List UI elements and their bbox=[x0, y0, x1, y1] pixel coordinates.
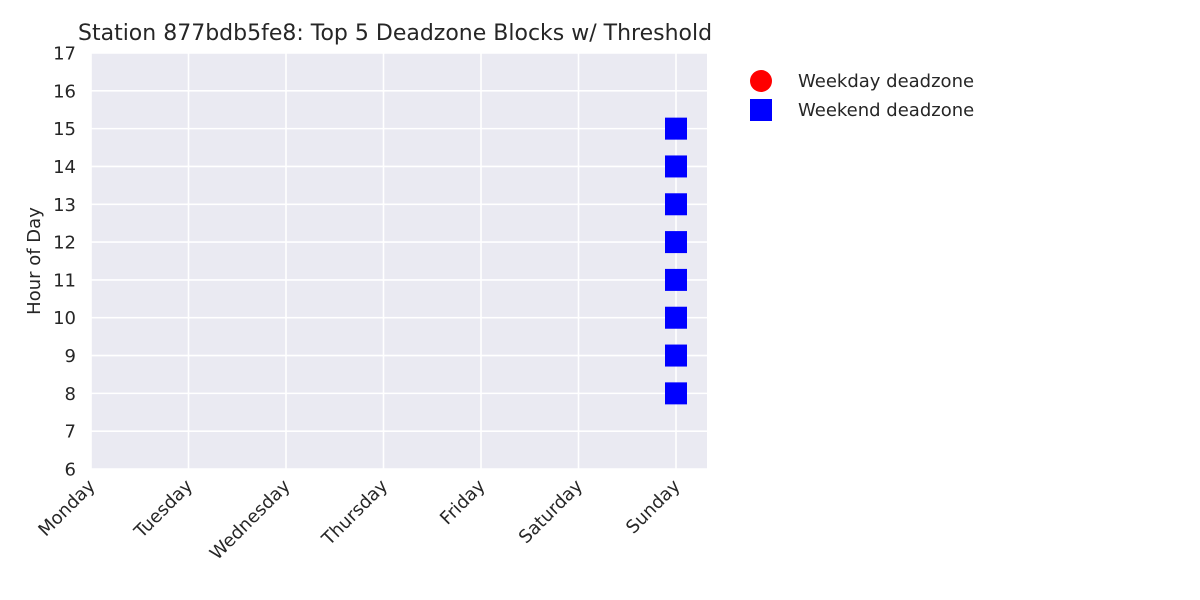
legend-label: Weekend deadzone bbox=[798, 100, 974, 121]
y-axis-ticks: 6 7 8 9 10 11 12 13 14 15 16 17 bbox=[53, 44, 76, 481]
data-point bbox=[665, 231, 687, 254]
legend-marker bbox=[750, 70, 772, 92]
y-tick-label: 15 bbox=[53, 119, 76, 140]
data-marks bbox=[665, 117, 687, 405]
data-point bbox=[665, 268, 687, 291]
y-tick-label: 12 bbox=[53, 233, 76, 254]
y-tick-label: 16 bbox=[53, 81, 76, 102]
y-tick-label: 9 bbox=[65, 346, 76, 367]
legend-marker bbox=[750, 99, 772, 121]
x-tick-label: Wednesday bbox=[206, 475, 295, 564]
data-point bbox=[665, 306, 687, 329]
y-tick-label: 17 bbox=[53, 44, 76, 65]
data-point bbox=[665, 382, 687, 405]
data-point bbox=[665, 193, 687, 216]
plot-area bbox=[91, 53, 707, 469]
legend: Weekday deadzone Weekend deadzone bbox=[750, 70, 974, 121]
data-point bbox=[665, 344, 687, 367]
y-tick-label: 14 bbox=[53, 157, 76, 178]
grid bbox=[90, 52, 707, 470]
x-tick-label: Friday bbox=[436, 475, 490, 529]
x-tick-label: Sunday bbox=[622, 475, 685, 538]
y-tick-label: 10 bbox=[53, 308, 76, 329]
y-tick-label: 6 bbox=[65, 460, 76, 481]
y-tick-label: 7 bbox=[65, 422, 76, 443]
legend-label: Weekday deadzone bbox=[798, 71, 974, 92]
y-axis-label: Hour of Day bbox=[24, 207, 45, 315]
data-point bbox=[665, 155, 687, 178]
x-axis-ticks: Monday Tuesday Wednesday Thursday Friday Satu… bbox=[34, 475, 684, 564]
y-tick-label: 11 bbox=[53, 270, 76, 291]
chart-title: Station 877bdb5fe8: Top 5 Deadzone Block… bbox=[78, 21, 712, 46]
y-tick-label: 8 bbox=[65, 384, 76, 405]
x-tick-label: Tuesday bbox=[130, 475, 198, 543]
x-tick-label: Thursday bbox=[317, 475, 392, 550]
x-tick-label: Saturday bbox=[515, 475, 587, 547]
y-tick-label: 13 bbox=[53, 195, 76, 216]
x-tick-label: Monday bbox=[34, 475, 99, 540]
data-point bbox=[665, 117, 687, 140]
